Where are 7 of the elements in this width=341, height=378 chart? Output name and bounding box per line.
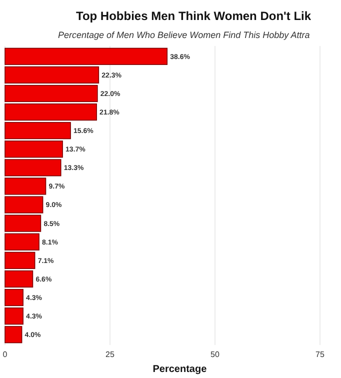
x-tick-label: 0 (2, 350, 8, 359)
x-tick-label: 75 (316, 350, 325, 359)
x-tick-label: 25 (106, 350, 115, 359)
chart-title: Top Hobbies Men Think Women Don't Lik (76, 9, 312, 23)
chart-subtitle: Percentage of Men Who Believe Women Find This Hobby Attra (58, 30, 310, 40)
x-axis-title: Percentage (152, 364, 208, 375)
x-tick-label: 50 (210, 350, 220, 359)
